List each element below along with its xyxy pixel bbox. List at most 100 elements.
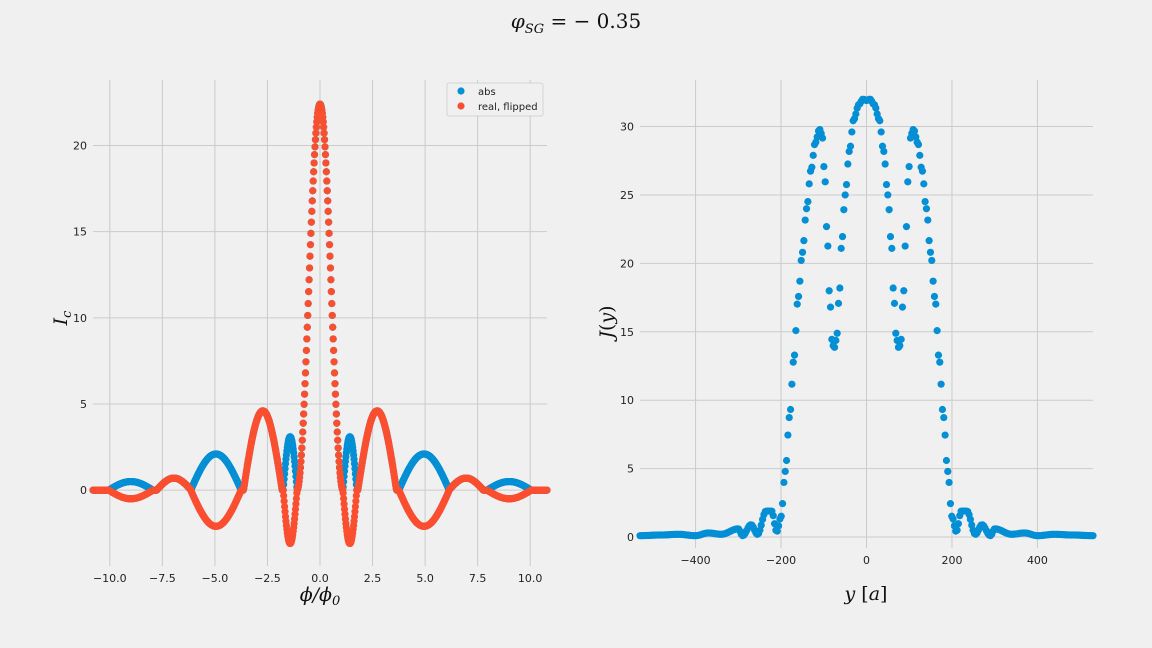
left-axes: −10.0 −7.5 −5.0 −2.5 0.0 2.5 5.0 7.5 10.0 0 5 10 15… [50, 80, 551, 609]
current-density-point [945, 478, 953, 487]
current-density-point [784, 431, 792, 439]
current-density-point [833, 329, 841, 337]
left-xtick-label: −2.5 [254, 572, 281, 585]
right-ytick-label: 5 [627, 463, 634, 476]
current-density-point [1089, 532, 1097, 540]
right-ytick-label: 0 [627, 531, 634, 544]
real-flipped-point [327, 276, 335, 284]
real-flipped-point [328, 311, 336, 320]
left-ylabel-subscript: c [60, 310, 75, 318]
right-xlabel-bracket-close: ] [880, 583, 887, 605]
real-flipped-point [304, 311, 312, 320]
current-density-point [926, 248, 935, 256]
current-density-point [889, 284, 897, 292]
current-density-point [933, 327, 941, 335]
real-flipped-point [306, 241, 315, 249]
current-density-point [882, 180, 891, 189]
current-density-point [826, 303, 835, 311]
current-density-point [805, 180, 813, 188]
real-flipped-point [323, 187, 331, 195]
current-density-point [937, 380, 945, 388]
current-density-point [840, 206, 848, 214]
current-density-point [881, 160, 889, 168]
current-density-point [769, 512, 777, 520]
legend-label-real-flipped: real, flipped [478, 102, 538, 113]
current-density-point [901, 242, 909, 250]
real-flipped-point [292, 500, 300, 508]
left-grid [93, 80, 547, 566]
left-xlabel-subscript: 0 [332, 594, 340, 609]
real-flipped-point [298, 444, 306, 452]
current-density-point [932, 300, 940, 308]
current-density-point [944, 467, 952, 475]
real-flipped-point [300, 400, 308, 408]
real-flipped-point [279, 486, 287, 494]
left-y-ticks: 0 5 10 15 20 [73, 139, 87, 497]
current-density-point [918, 167, 927, 175]
current-density-point [788, 380, 796, 388]
current-density-point [930, 292, 939, 301]
real-flipped-point [329, 323, 337, 331]
real-flipped-point [301, 369, 310, 377]
current-density-point [848, 128, 856, 136]
real-flipped-point [322, 168, 330, 176]
real-flipped-point [297, 451, 305, 459]
real-flipped-point [302, 358, 310, 366]
real-flipped-point [333, 428, 341, 436]
real-flipped-point [320, 129, 328, 137]
right-ytick-label: 30 [620, 121, 634, 134]
suptitle-phi: φ [511, 9, 525, 33]
real-flipped-point [321, 151, 330, 159]
current-density-point [808, 163, 816, 171]
real-flipped-point [306, 252, 314, 260]
current-density-point [929, 277, 937, 285]
real-flipped-point [325, 241, 334, 249]
current-density-point [852, 110, 860, 118]
real-flipped-point [351, 502, 360, 511]
left-ytick-label: 15 [73, 226, 87, 239]
current-density-point [802, 205, 811, 213]
left-ytick-label: 20 [73, 139, 87, 152]
current-density-point [789, 358, 797, 366]
current-density-point [846, 142, 855, 150]
current-density-point [809, 151, 817, 159]
current-density-point [921, 197, 929, 206]
real-flipped-point [307, 218, 315, 226]
current-density-point [798, 248, 807, 256]
current-density-point [796, 277, 804, 285]
current-density-point [949, 515, 957, 523]
left-xtick-label: 7.5 [469, 572, 487, 585]
real-flipped-point [280, 497, 288, 505]
current-density-point [884, 191, 892, 199]
real-flipped-point [308, 197, 316, 205]
right-xtick-label: −400 [680, 554, 710, 567]
current-density-point [825, 287, 833, 295]
real-flipped-point [299, 428, 307, 436]
current-density-point [942, 456, 951, 465]
real-flipped-point [304, 299, 312, 308]
current-density-point [914, 141, 923, 149]
current-density-point [780, 478, 788, 487]
real-flipped-point [332, 400, 340, 408]
current-density-point [794, 292, 803, 301]
real-flipped-point [299, 419, 307, 427]
real-flipped-point [324, 207, 332, 215]
current-density-point [834, 299, 843, 307]
right-x-ticks: −400 −200 0 200 400 [680, 554, 1047, 567]
current-density-point [830, 343, 839, 351]
real-flipped-point [280, 492, 288, 500]
current-density-point [837, 244, 845, 252]
current-density-point [966, 515, 975, 524]
suptitle-value: = − 0.35 [544, 9, 641, 33]
real-flipped-point [309, 187, 317, 195]
current-density-point [941, 431, 949, 439]
left-xtick-label: 10.0 [518, 572, 543, 585]
current-density-point [880, 147, 888, 156]
current-density-point [910, 127, 919, 135]
current-density-point [946, 500, 955, 508]
right-xlabel-bracket-open: [ [861, 583, 868, 605]
real-flipped-point [334, 436, 342, 444]
suptitle-subscript: SG [525, 22, 544, 37]
series-real-flipped [89, 100, 551, 548]
right-xtick-label: 400 [1027, 554, 1048, 567]
